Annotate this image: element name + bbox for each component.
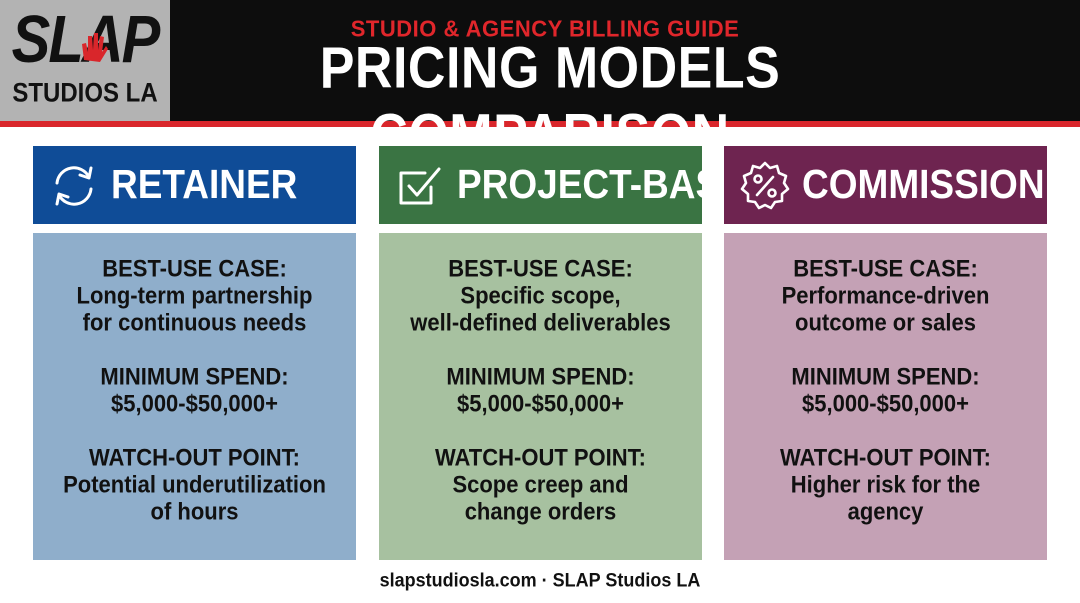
logo: SLAP STUDIOS LA xyxy=(0,0,170,121)
min-spend-value: $5,000-$50,000+ xyxy=(111,390,278,417)
best-use-text: outcome or sales xyxy=(795,309,976,336)
watch-out-text: of hours xyxy=(150,498,239,525)
retainer-title: RETAINER xyxy=(111,161,298,207)
watch-out-section: WATCH-OUT POINT: Scope creep and change … xyxy=(379,444,702,525)
commission-header: COMMISSION xyxy=(724,146,1047,224)
commission-card: COMMISSION BEST-USE CASE: Performance-dr… xyxy=(724,146,1047,560)
logo-wordmark: SLAP xyxy=(11,2,161,77)
logo-subtext: STUDIOS LA xyxy=(12,78,158,109)
watch-out-text: Higher risk for the xyxy=(790,471,981,498)
best-use-label: BEST-USE CASE: xyxy=(102,255,287,282)
footer-credit: slapstudiosla.com · SLAP Studios LA xyxy=(379,568,701,591)
watch-out-section: WATCH-OUT POINT: Potential underutilizat… xyxy=(33,444,356,525)
min-spend-value: $5,000-$50,000+ xyxy=(802,390,969,417)
min-spend-label: MINIMUM SPEND: xyxy=(791,363,980,390)
best-use-section: BEST-USE CASE: Long-term partnership for… xyxy=(33,255,356,336)
retainer-details: BEST-USE CASE: Long-term partnership for… xyxy=(33,233,356,560)
checkbox-icon xyxy=(399,167,441,205)
min-spend-label: MINIMUM SPEND: xyxy=(446,363,635,390)
watch-out-text: Potential underutilization xyxy=(63,471,326,498)
min-spend-section: MINIMUM SPEND: $5,000-$50,000+ xyxy=(724,363,1047,417)
watch-out-label: WATCH-OUT POINT: xyxy=(779,444,991,471)
min-spend-label: MINIMUM SPEND: xyxy=(100,363,289,390)
min-spend-value: $5,000-$50,000+ xyxy=(457,390,624,417)
project-based-card: PROJECT-BASED BEST-USE CASE: Specific sc… xyxy=(379,146,772,560)
header-divider xyxy=(0,121,1080,127)
watch-out-text: Scope creep and xyxy=(452,471,629,498)
retainer-header: RETAINER xyxy=(33,146,356,224)
min-spend-section: MINIMUM SPEND: $5,000-$50,000+ xyxy=(379,363,702,417)
watch-out-text: agency xyxy=(847,498,924,525)
project-based-title: PROJECT-BASED xyxy=(457,161,772,207)
project-based-header: PROJECT-BASED xyxy=(379,146,772,224)
watch-out-text: change orders xyxy=(464,498,617,525)
watch-out-label: WATCH-OUT POINT: xyxy=(434,444,646,471)
best-use-text: well-defined deliverables xyxy=(410,309,671,336)
best-use-text: Specific scope, xyxy=(460,282,621,309)
best-use-label: BEST-USE CASE: xyxy=(793,255,978,282)
retainer-card: RETAINER BEST-USE CASE: Long-term partne… xyxy=(33,146,356,560)
best-use-text: Long-term partnership xyxy=(76,282,313,309)
project-based-details: BEST-USE CASE: Specific scope, well-defi… xyxy=(379,233,702,560)
header-bar xyxy=(0,0,1080,121)
best-use-label: BEST-USE CASE: xyxy=(448,255,633,282)
watch-out-section: WATCH-OUT POINT: Higher risk for the age… xyxy=(724,444,1047,525)
best-use-text: Performance-driven xyxy=(781,282,990,309)
percent-badge-icon xyxy=(740,161,790,210)
watch-out-label: WATCH-OUT POINT: xyxy=(88,444,300,471)
best-use-text: for continuous needs xyxy=(82,309,307,336)
best-use-section: BEST-USE CASE: Performance-driven outcom… xyxy=(724,255,1047,336)
hand-print-icon xyxy=(82,33,108,62)
refresh-icon xyxy=(55,166,93,206)
commission-title: COMMISSION xyxy=(802,161,1045,207)
commission-details: BEST-USE CASE: Performance-driven outcom… xyxy=(724,233,1047,560)
page-subtitle: STUDIO & AGENCY BILLING GUIDE xyxy=(350,15,740,42)
min-spend-section: MINIMUM SPEND: $5,000-$50,000+ xyxy=(33,363,356,417)
best-use-section: BEST-USE CASE: Specific scope, well-defi… xyxy=(379,255,702,336)
